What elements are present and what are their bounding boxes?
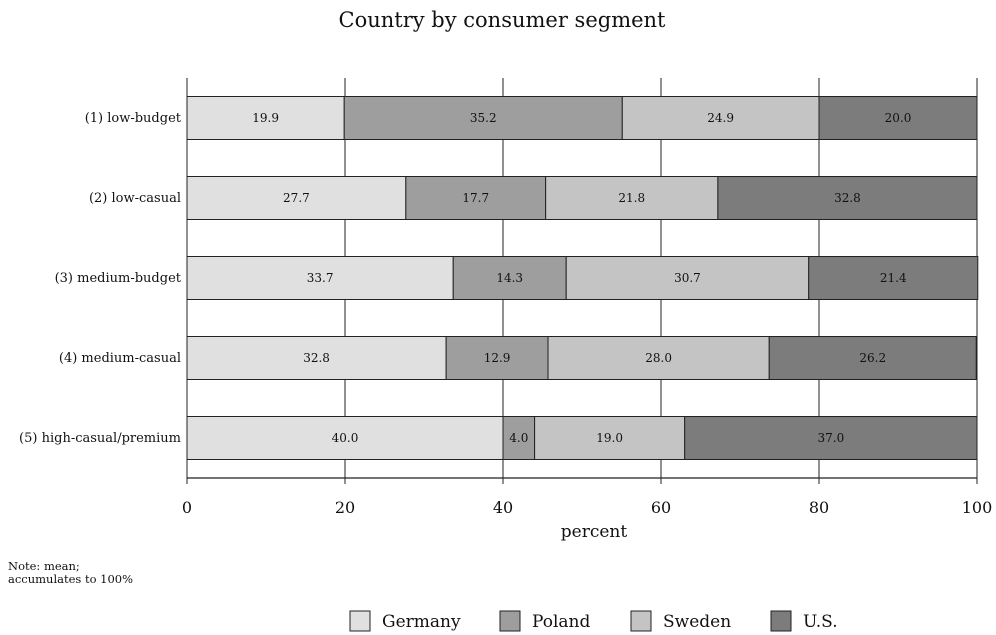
bar-value-label: 30.7 xyxy=(674,271,701,285)
legend: Germany Poland Sweden U.S. xyxy=(349,610,838,632)
bar-value-label: 28.0 xyxy=(645,351,672,365)
x-tick-label: 60 xyxy=(651,498,671,517)
legend-swatch xyxy=(349,610,371,632)
chart-title: Country by consumer segment xyxy=(339,8,667,32)
bar-value-label: 4.0 xyxy=(509,431,528,445)
bar-segment xyxy=(186,256,454,300)
bar-segment xyxy=(808,256,979,300)
x-axis-label: percent xyxy=(561,522,628,542)
bar-segment xyxy=(186,336,447,380)
category-label: (4) medium-casual xyxy=(59,351,181,366)
legend-swatch xyxy=(630,610,652,632)
bar-value-label: 27.7 xyxy=(283,191,310,205)
bar-value-label: 37.0 xyxy=(817,431,844,445)
legend-swatch xyxy=(770,610,792,632)
category-label: (3) medium-budget xyxy=(55,271,182,286)
bar-segment xyxy=(717,176,978,220)
bar-segment xyxy=(565,256,810,300)
bar-segment xyxy=(545,176,719,220)
x-tick-label: 80 xyxy=(809,498,829,517)
legend-swatch xyxy=(499,610,521,632)
bar-value-label: 21.4 xyxy=(880,271,907,285)
x-tick-label: 100 xyxy=(962,498,993,517)
x-tick-label: 0 xyxy=(182,498,192,517)
bar-value-label: 12.9 xyxy=(484,351,511,365)
bar-segment xyxy=(818,96,978,140)
bar-value-label: 40.0 xyxy=(332,431,359,445)
x-tick-label: 40 xyxy=(493,498,513,517)
category-label: (1) low-budget xyxy=(85,111,182,126)
bar-value-label: 21.8 xyxy=(618,191,645,205)
bar-value-label: 32.8 xyxy=(303,351,330,365)
bar-value-label: 33.7 xyxy=(307,271,334,285)
bar-segment xyxy=(405,176,547,220)
bar-value-label: 19.9 xyxy=(252,111,279,125)
note-line-1: Note: mean; xyxy=(8,559,80,573)
category-label: (5) high-casual/premium xyxy=(19,431,181,446)
bar-value-label: 19.0 xyxy=(596,431,623,445)
bars: 19.9 35.2 24.9 20.0 27.7 17.7 21.8 32.8 33.7 14.3… xyxy=(186,96,979,460)
legend-label: Germany xyxy=(382,612,461,632)
bar-value-label: 35.2 xyxy=(470,111,497,125)
bar-segment xyxy=(186,416,504,460)
bar-segment xyxy=(452,256,567,300)
bar-value-label: 32.8 xyxy=(834,191,861,205)
bar-value-label: 24.9 xyxy=(707,111,734,125)
bar-segment xyxy=(768,336,977,380)
legend-label: Poland xyxy=(532,612,591,632)
bar-segment xyxy=(186,96,345,140)
category-labels: (1) low-budget (2) low-casual (3) medium-b… xyxy=(19,111,182,446)
x-axis: 0 20 40 60 80 100 xyxy=(182,477,993,517)
bar-value-label: 26.2 xyxy=(859,351,886,365)
x-tick-label: 20 xyxy=(335,498,355,517)
bar-segment xyxy=(684,416,978,460)
category-label: (2) low-casual xyxy=(89,191,181,206)
legend-label: U.S. xyxy=(803,612,838,632)
bar-segment xyxy=(502,416,536,460)
legend-label: Sweden xyxy=(663,612,731,632)
bar-value-label: 17.7 xyxy=(462,191,489,205)
bar-segment xyxy=(186,176,407,220)
note-line-2: accumulates to 100% xyxy=(8,572,133,586)
bar-value-label: 20.0 xyxy=(885,111,912,125)
bar-segment xyxy=(445,336,549,380)
bar-value-label: 14.3 xyxy=(496,271,523,285)
